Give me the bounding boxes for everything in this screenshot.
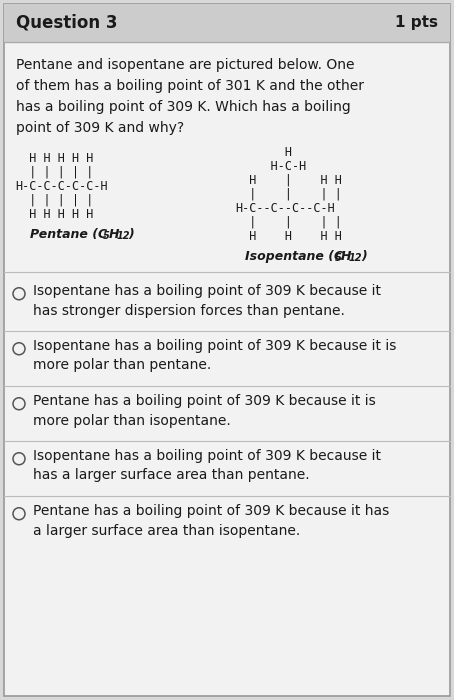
Text: 12: 12 bbox=[349, 253, 362, 263]
Text: Pentane has a boiling point of 309 K because it is: Pentane has a boiling point of 309 K bec… bbox=[33, 394, 376, 408]
Text: Isopentane has a boiling point of 309 K because it: Isopentane has a boiling point of 309 K … bbox=[33, 449, 381, 463]
Text: H    H    H H: H H H H bbox=[235, 230, 342, 243]
Text: H H H H H: H H H H H bbox=[15, 152, 94, 165]
Text: H: H bbox=[109, 228, 119, 241]
Text: H: H bbox=[235, 146, 292, 159]
Text: Isopentane (C: Isopentane (C bbox=[245, 250, 343, 263]
Text: Pentane and isopentane are pictured below. One: Pentane and isopentane are pictured belo… bbox=[16, 58, 355, 72]
Text: Pentane has a boiling point of 309 K because it has: Pentane has a boiling point of 309 K bec… bbox=[33, 504, 389, 518]
Text: H: H bbox=[341, 250, 351, 263]
Text: a larger surface area than isopentane.: a larger surface area than isopentane. bbox=[33, 524, 300, 538]
Text: H H H H H: H H H H H bbox=[15, 208, 94, 221]
Text: point of 309 K and why?: point of 309 K and why? bbox=[16, 121, 184, 135]
Text: H-C-H: H-C-H bbox=[235, 160, 306, 173]
Text: ): ) bbox=[128, 228, 134, 241]
Text: 5: 5 bbox=[103, 231, 110, 241]
Text: ): ) bbox=[361, 250, 367, 263]
Text: 12: 12 bbox=[117, 231, 130, 241]
Text: Isopentane has a boiling point of 309 K because it: Isopentane has a boiling point of 309 K … bbox=[33, 284, 381, 298]
Text: 5: 5 bbox=[335, 253, 342, 263]
Text: |    |    | |: | | | | bbox=[235, 216, 342, 229]
Text: Pentane (C: Pentane (C bbox=[30, 228, 107, 241]
Text: more polar than isopentane.: more polar than isopentane. bbox=[33, 414, 231, 428]
Bar bbox=[4, 4, 450, 42]
Text: of them has a boiling point of 301 K and the other: of them has a boiling point of 301 K and… bbox=[16, 79, 364, 93]
Text: H-C-C-C-C-C-H: H-C-C-C-C-C-H bbox=[15, 180, 108, 193]
Text: more polar than pentane.: more polar than pentane. bbox=[33, 358, 211, 372]
Text: has a boiling point of 309 K. Which has a boiling: has a boiling point of 309 K. Which has … bbox=[16, 100, 351, 114]
Text: Isopentane has a boiling point of 309 K because it is: Isopentane has a boiling point of 309 K … bbox=[33, 339, 396, 353]
Text: Question 3: Question 3 bbox=[16, 14, 118, 32]
Text: has a larger surface area than pentane.: has a larger surface area than pentane. bbox=[33, 468, 310, 482]
Text: H    |    H H: H | H H bbox=[235, 174, 342, 187]
FancyBboxPatch shape bbox=[4, 4, 450, 696]
Text: H-C--C--C--C-H: H-C--C--C--C-H bbox=[235, 202, 335, 215]
Text: | | | | |: | | | | | bbox=[15, 194, 94, 207]
Text: |    |    | |: | | | | bbox=[235, 188, 342, 201]
Text: 1 pts: 1 pts bbox=[395, 15, 438, 31]
Text: has stronger dispersion forces than pentane.: has stronger dispersion forces than pent… bbox=[33, 304, 345, 318]
Text: | | | | |: | | | | | bbox=[15, 166, 94, 179]
